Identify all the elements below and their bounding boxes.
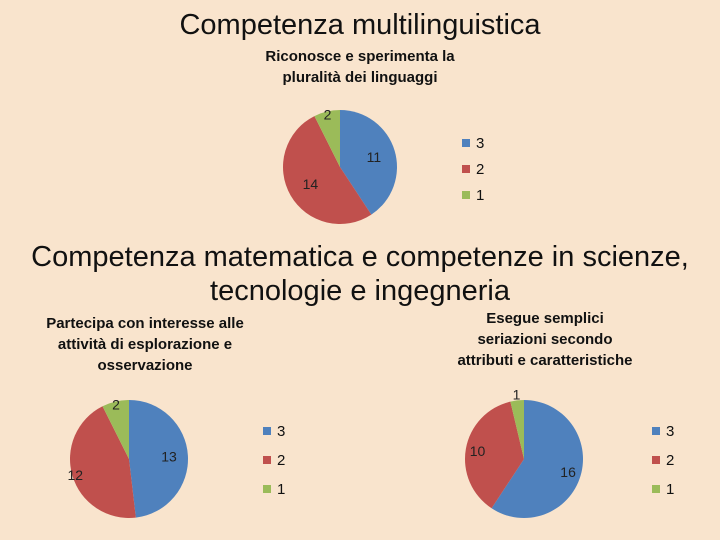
pie-data-label: 16 (560, 464, 576, 480)
pie-data-label: 14 (303, 176, 319, 192)
chart-2-title: Partecipa con interesse alle attività di… (20, 313, 270, 376)
section-1-heading: Competenza multilinguistica (179, 9, 541, 41)
legend-swatch (462, 139, 470, 147)
section-2-heading: Competenza matematica e competenze in sc… (0, 240, 720, 308)
section-2-heading-line: Competenza matematica e competenze in sc… (31, 241, 689, 273)
legend-label: 1 (476, 187, 485, 204)
chart-1-title-line: Riconosce e sperimenta la (265, 48, 455, 65)
legend-label: 2 (277, 452, 286, 469)
legend-item-2: 2 (263, 453, 285, 469)
pie-slice-2 (69, 406, 136, 518)
legend-label: 3 (277, 423, 286, 440)
pie-data-label: 1 (513, 390, 521, 403)
pie-data-label: 10 (470, 443, 486, 459)
chart-2-pie: 13 12 2 (68, 396, 189, 518)
legend-swatch (263, 485, 271, 493)
legend-label: 3 (476, 135, 485, 152)
legend-swatch (652, 427, 660, 435)
legend-item-2: 2 (462, 162, 484, 178)
chart-1-title: Riconosce e sperimenta la pluralità dei … (200, 46, 520, 88)
legend-label: 2 (476, 161, 485, 178)
pie-slice-1 (510, 400, 524, 459)
legend-swatch (263, 427, 271, 435)
chart-3-title-line: Esegue semplici (486, 310, 604, 327)
pie-data-label: 13 (161, 449, 177, 465)
legend-swatch (462, 165, 470, 173)
legend-item-3: 3 (652, 424, 674, 440)
legend-label: 2 (666, 452, 675, 469)
pie-slice-1 (102, 400, 129, 459)
chart-3-title: Esegue semplici seriazioni secondo attri… (420, 308, 670, 371)
chart-3-pie: 16 10 1 (465, 390, 583, 518)
pie-slice-3 (129, 400, 189, 518)
chart-3-title-line: seriazioni secondo (477, 331, 613, 348)
pie-data-label: 12 (68, 467, 84, 483)
chart-2-title-line: osservazione (97, 357, 193, 374)
legend-swatch (263, 456, 271, 464)
pie-slice-3 (491, 400, 583, 518)
pie-data-label: 11 (367, 149, 382, 165)
legend-label: 1 (666, 481, 675, 498)
pie-data-label: 2 (112, 396, 120, 412)
chart-1-title-line: pluralità dei linguaggi (282, 69, 438, 86)
legend-item-3: 3 (263, 424, 285, 440)
pie-slice-1 (314, 110, 340, 167)
section-2-heading-line: tecnologie e ingegneria (210, 275, 510, 307)
legend-item-2: 2 (652, 453, 674, 469)
legend-item-3: 3 (462, 136, 484, 152)
pie-slice-3 (340, 110, 397, 215)
chart-2-title-line: attività di esplorazione e (57, 336, 233, 353)
legend-item-1: 1 (462, 188, 484, 204)
chart-3-title-line: attributi e caratteristiche (457, 352, 633, 369)
pie-slice-2 (282, 116, 372, 224)
legend-item-1: 1 (652, 482, 674, 498)
legend-swatch (652, 485, 660, 493)
legend-swatch (462, 191, 470, 199)
legend-item-1: 1 (263, 482, 285, 498)
legend-label: 1 (277, 481, 286, 498)
chart-2-title-line: Partecipa con interesse alle (46, 315, 244, 332)
legend-swatch (652, 456, 660, 464)
pie-slice-2 (465, 401, 524, 509)
chart-1-pie: 11 14 2 (282, 106, 397, 224)
legend-label: 3 (666, 423, 675, 440)
pie-data-label: 2 (324, 106, 332, 122)
